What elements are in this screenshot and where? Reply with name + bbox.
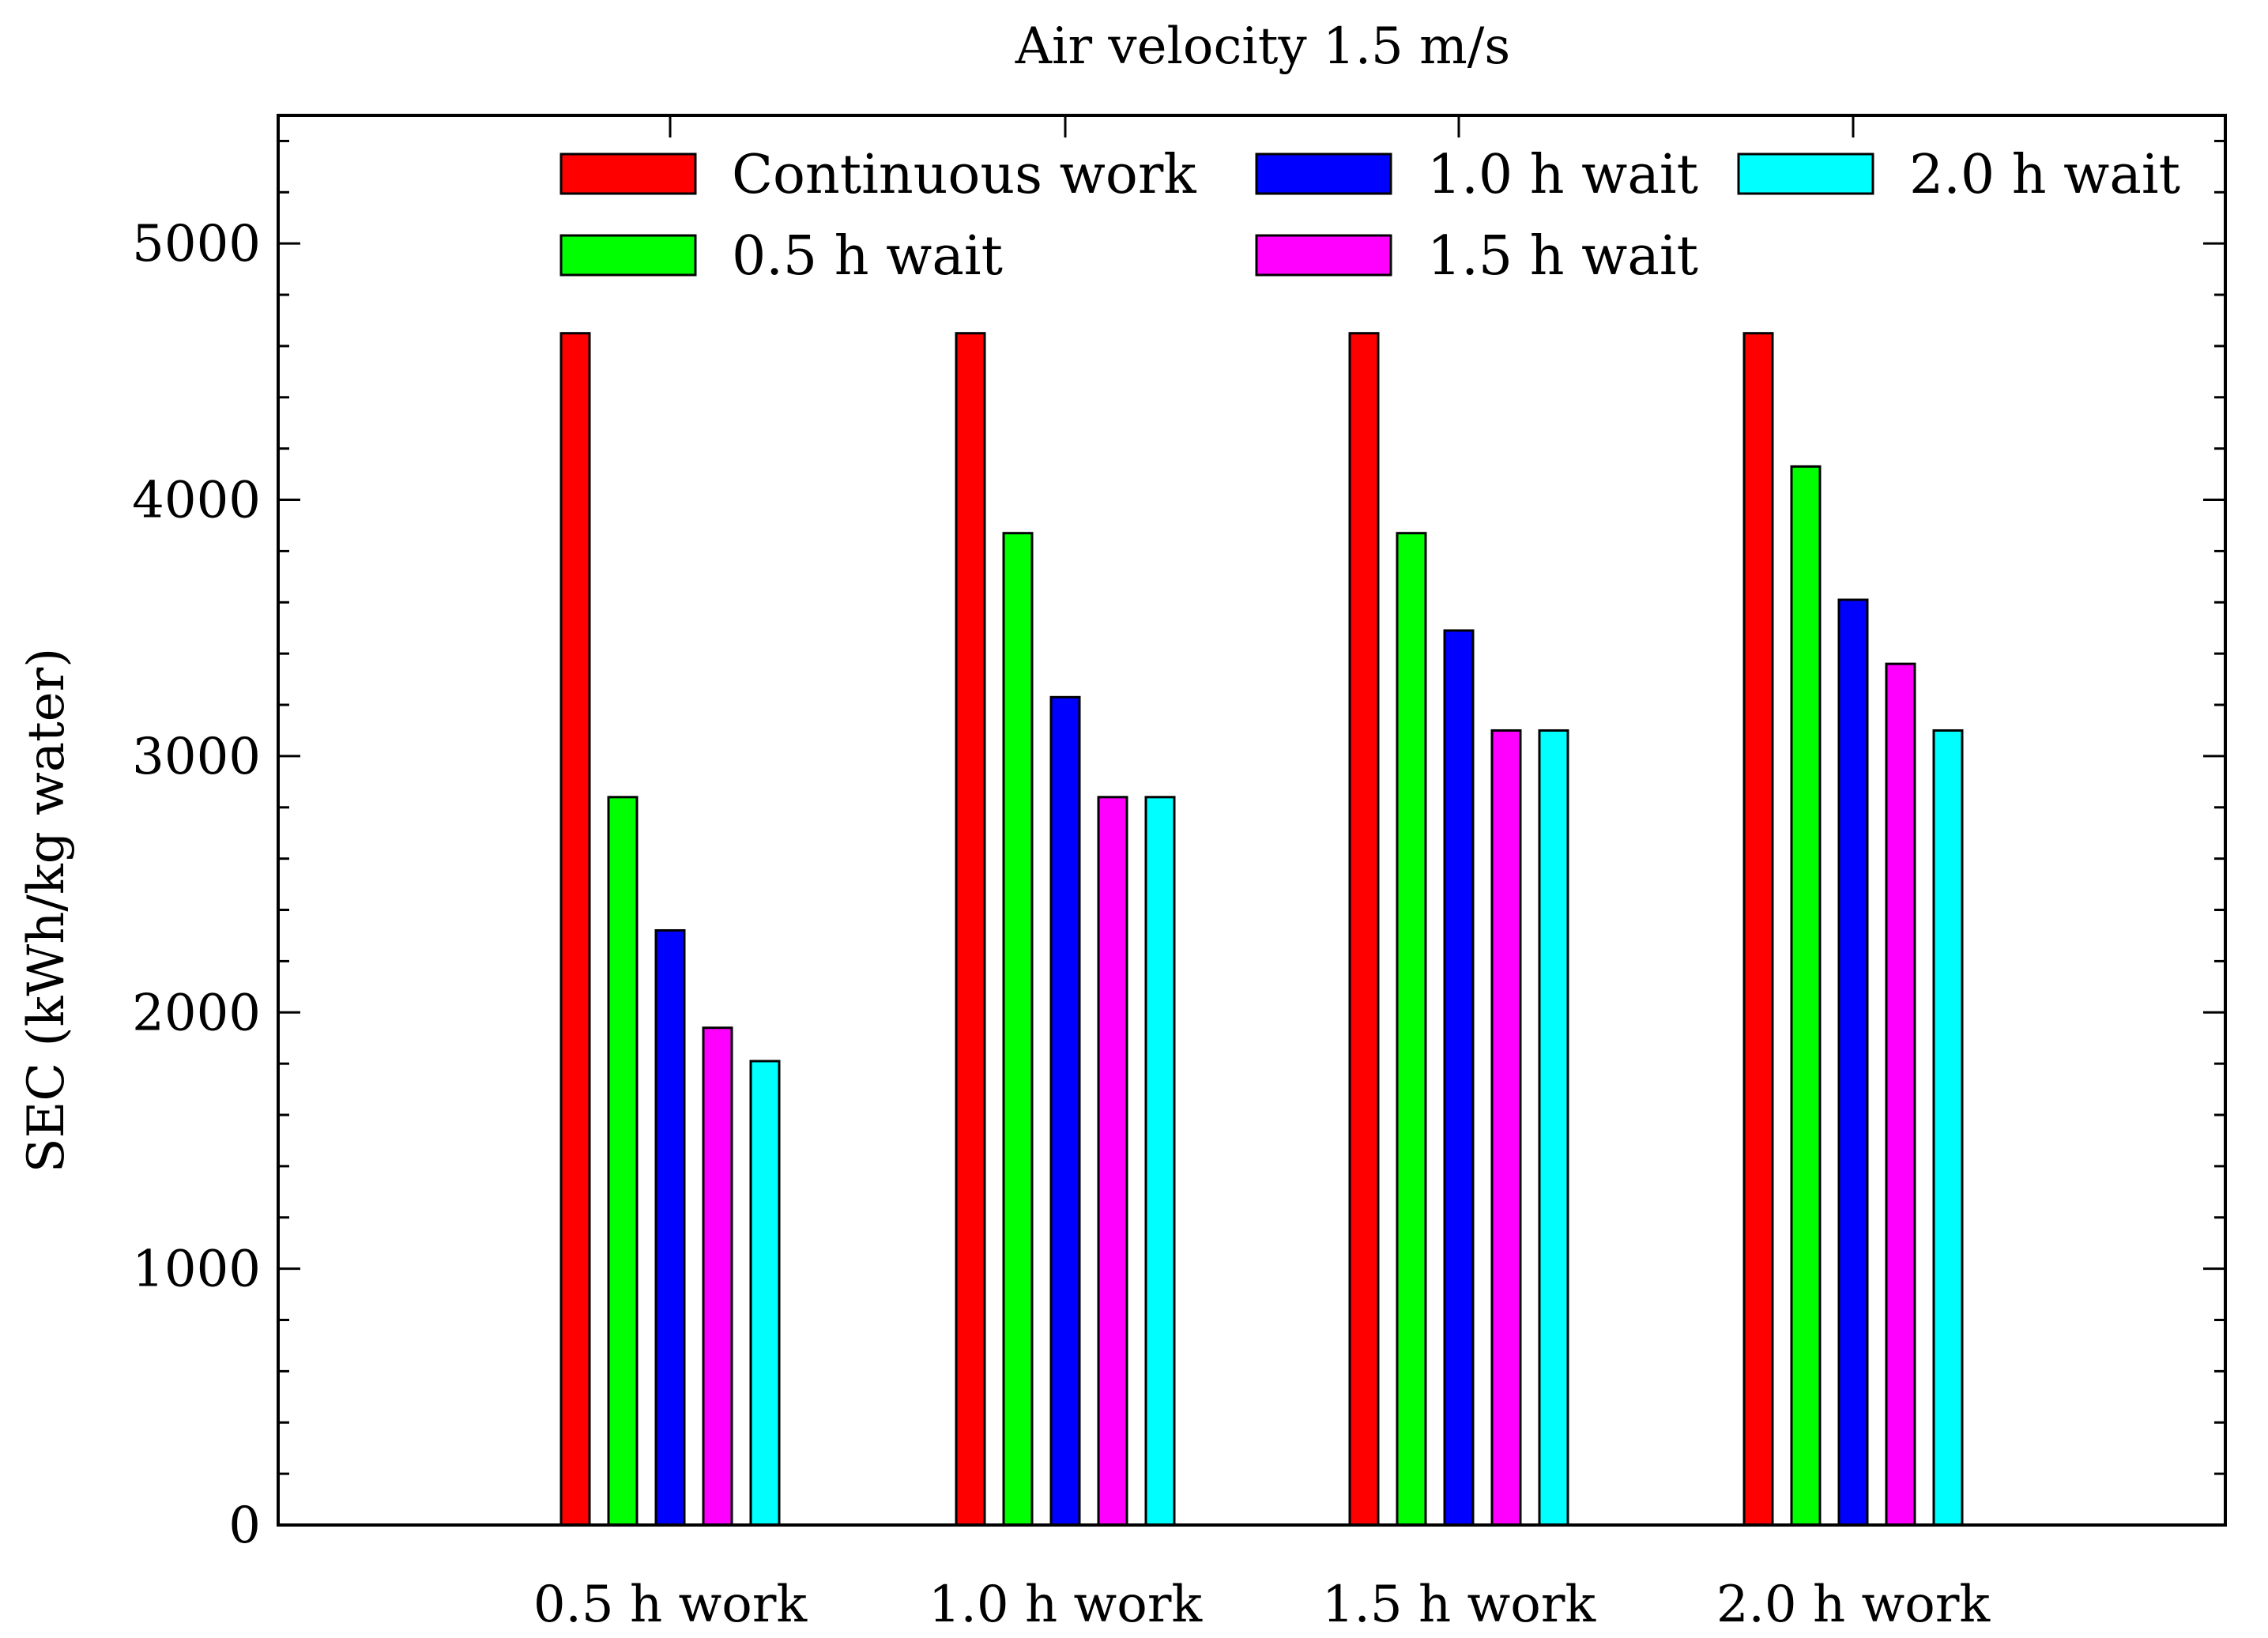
bar — [702, 1026, 733, 1527]
bar — [1490, 729, 1522, 1527]
y-tick-label: 1000 — [132, 1241, 261, 1299]
bar — [1348, 332, 1380, 1527]
bar — [1742, 332, 1774, 1527]
legend-label: 1.0 h wait — [1427, 144, 1698, 206]
y-tick-label: 0 — [228, 1497, 261, 1555]
legend: Continuous work 0.5 h wait 1.0 h wait 1.5 h… — [559, 144, 2180, 288]
bar — [1396, 532, 1427, 1527]
bar — [654, 928, 686, 1527]
bar — [749, 1060, 781, 1527]
legend-swatch — [559, 234, 697, 277]
bar — [1932, 729, 1964, 1527]
bar — [559, 332, 591, 1527]
bar — [1002, 532, 1034, 1527]
bar — [1144, 796, 1176, 1527]
chart-title: Air velocity 1.5 m/s — [1015, 17, 1510, 76]
y-tick-label: 2000 — [132, 984, 261, 1042]
bar — [1538, 729, 1569, 1527]
y-tick-label: 3000 — [132, 728, 261, 786]
tick-labels: 0 1000 2000 3000 4000 5000 0.5 h work 1.0 h wor… — [132, 215, 1991, 1634]
bar — [955, 332, 986, 1527]
bar — [1790, 465, 1822, 1527]
plot-frame — [277, 114, 2227, 1527]
legend-label: 0.5 h wait — [732, 225, 1003, 288]
legend-swatch — [1255, 153, 1392, 195]
x-tick-label: 2.0 h work — [1716, 1576, 1991, 1634]
legend-label: 2.0 h wait — [1909, 144, 2180, 206]
bar — [1097, 796, 1128, 1527]
bar — [1837, 598, 1869, 1527]
bar — [1885, 662, 1916, 1527]
y-axis-label: SEC (kWh/kg water) — [17, 648, 76, 1173]
bars — [559, 332, 1964, 1527]
bar — [607, 796, 639, 1527]
y-tick-label: 5000 — [132, 215, 261, 273]
bar — [1049, 695, 1081, 1527]
legend-label: Continuous work — [732, 144, 1196, 206]
legend-label: 1.5 h wait — [1427, 225, 1698, 288]
legend-swatch — [559, 153, 697, 195]
legend-swatch — [1255, 234, 1392, 277]
x-tick-label: 1.0 h work — [929, 1576, 1204, 1634]
x-tick-label: 0.5 h work — [533, 1576, 808, 1634]
y-tick-label: 4000 — [132, 472, 261, 530]
x-tick-label: 1.5 h work — [1322, 1576, 1597, 1634]
legend-swatch — [1737, 153, 1874, 195]
bar — [1443, 629, 1475, 1527]
